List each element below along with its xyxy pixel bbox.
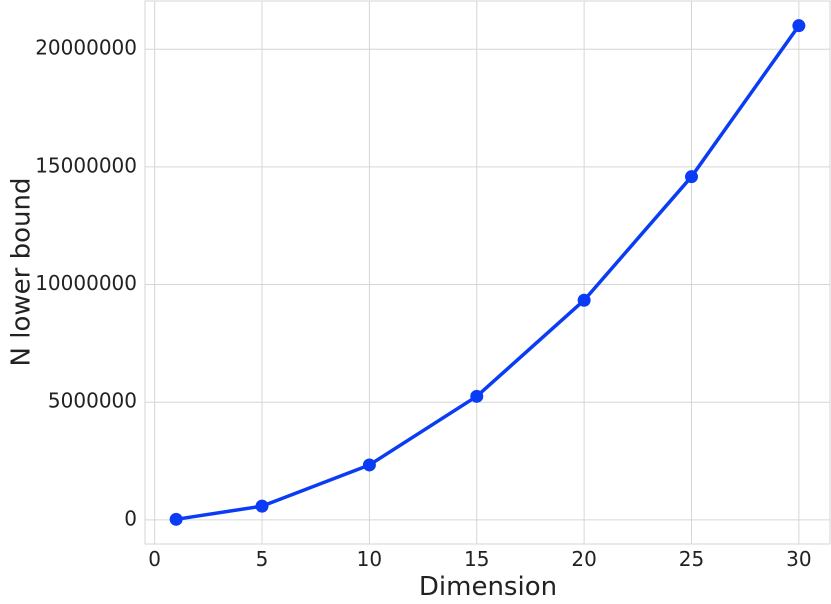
- x-tick-label: 0: [148, 547, 161, 571]
- data-point: [577, 293, 591, 307]
- y-tick-label: 5000000: [48, 389, 137, 413]
- data-point: [792, 19, 806, 33]
- y-tick-label: 15000000: [35, 153, 137, 177]
- data-point: [169, 512, 183, 526]
- x-tick-label: 20: [571, 547, 596, 571]
- x-tick-label: 25: [679, 547, 704, 571]
- data-point: [362, 458, 376, 472]
- series-line: [175, 24, 801, 522]
- x-tick-label: 30: [786, 547, 811, 571]
- data-point: [470, 389, 484, 403]
- x-tick-label: 10: [357, 547, 382, 571]
- y-tick-label: 0: [124, 506, 137, 530]
- plot-frame: [144, 0, 831, 545]
- x-tick-label: 5: [256, 547, 269, 571]
- x-axis-label: Dimension: [419, 572, 557, 602]
- y-tick-label: 10000000: [35, 271, 137, 295]
- data-point: [255, 499, 269, 513]
- x-tick-label: 15: [464, 547, 489, 571]
- data-point: [684, 170, 698, 184]
- y-axis-label: N lower bound: [7, 178, 37, 367]
- y-tick-label: 20000000: [35, 36, 137, 60]
